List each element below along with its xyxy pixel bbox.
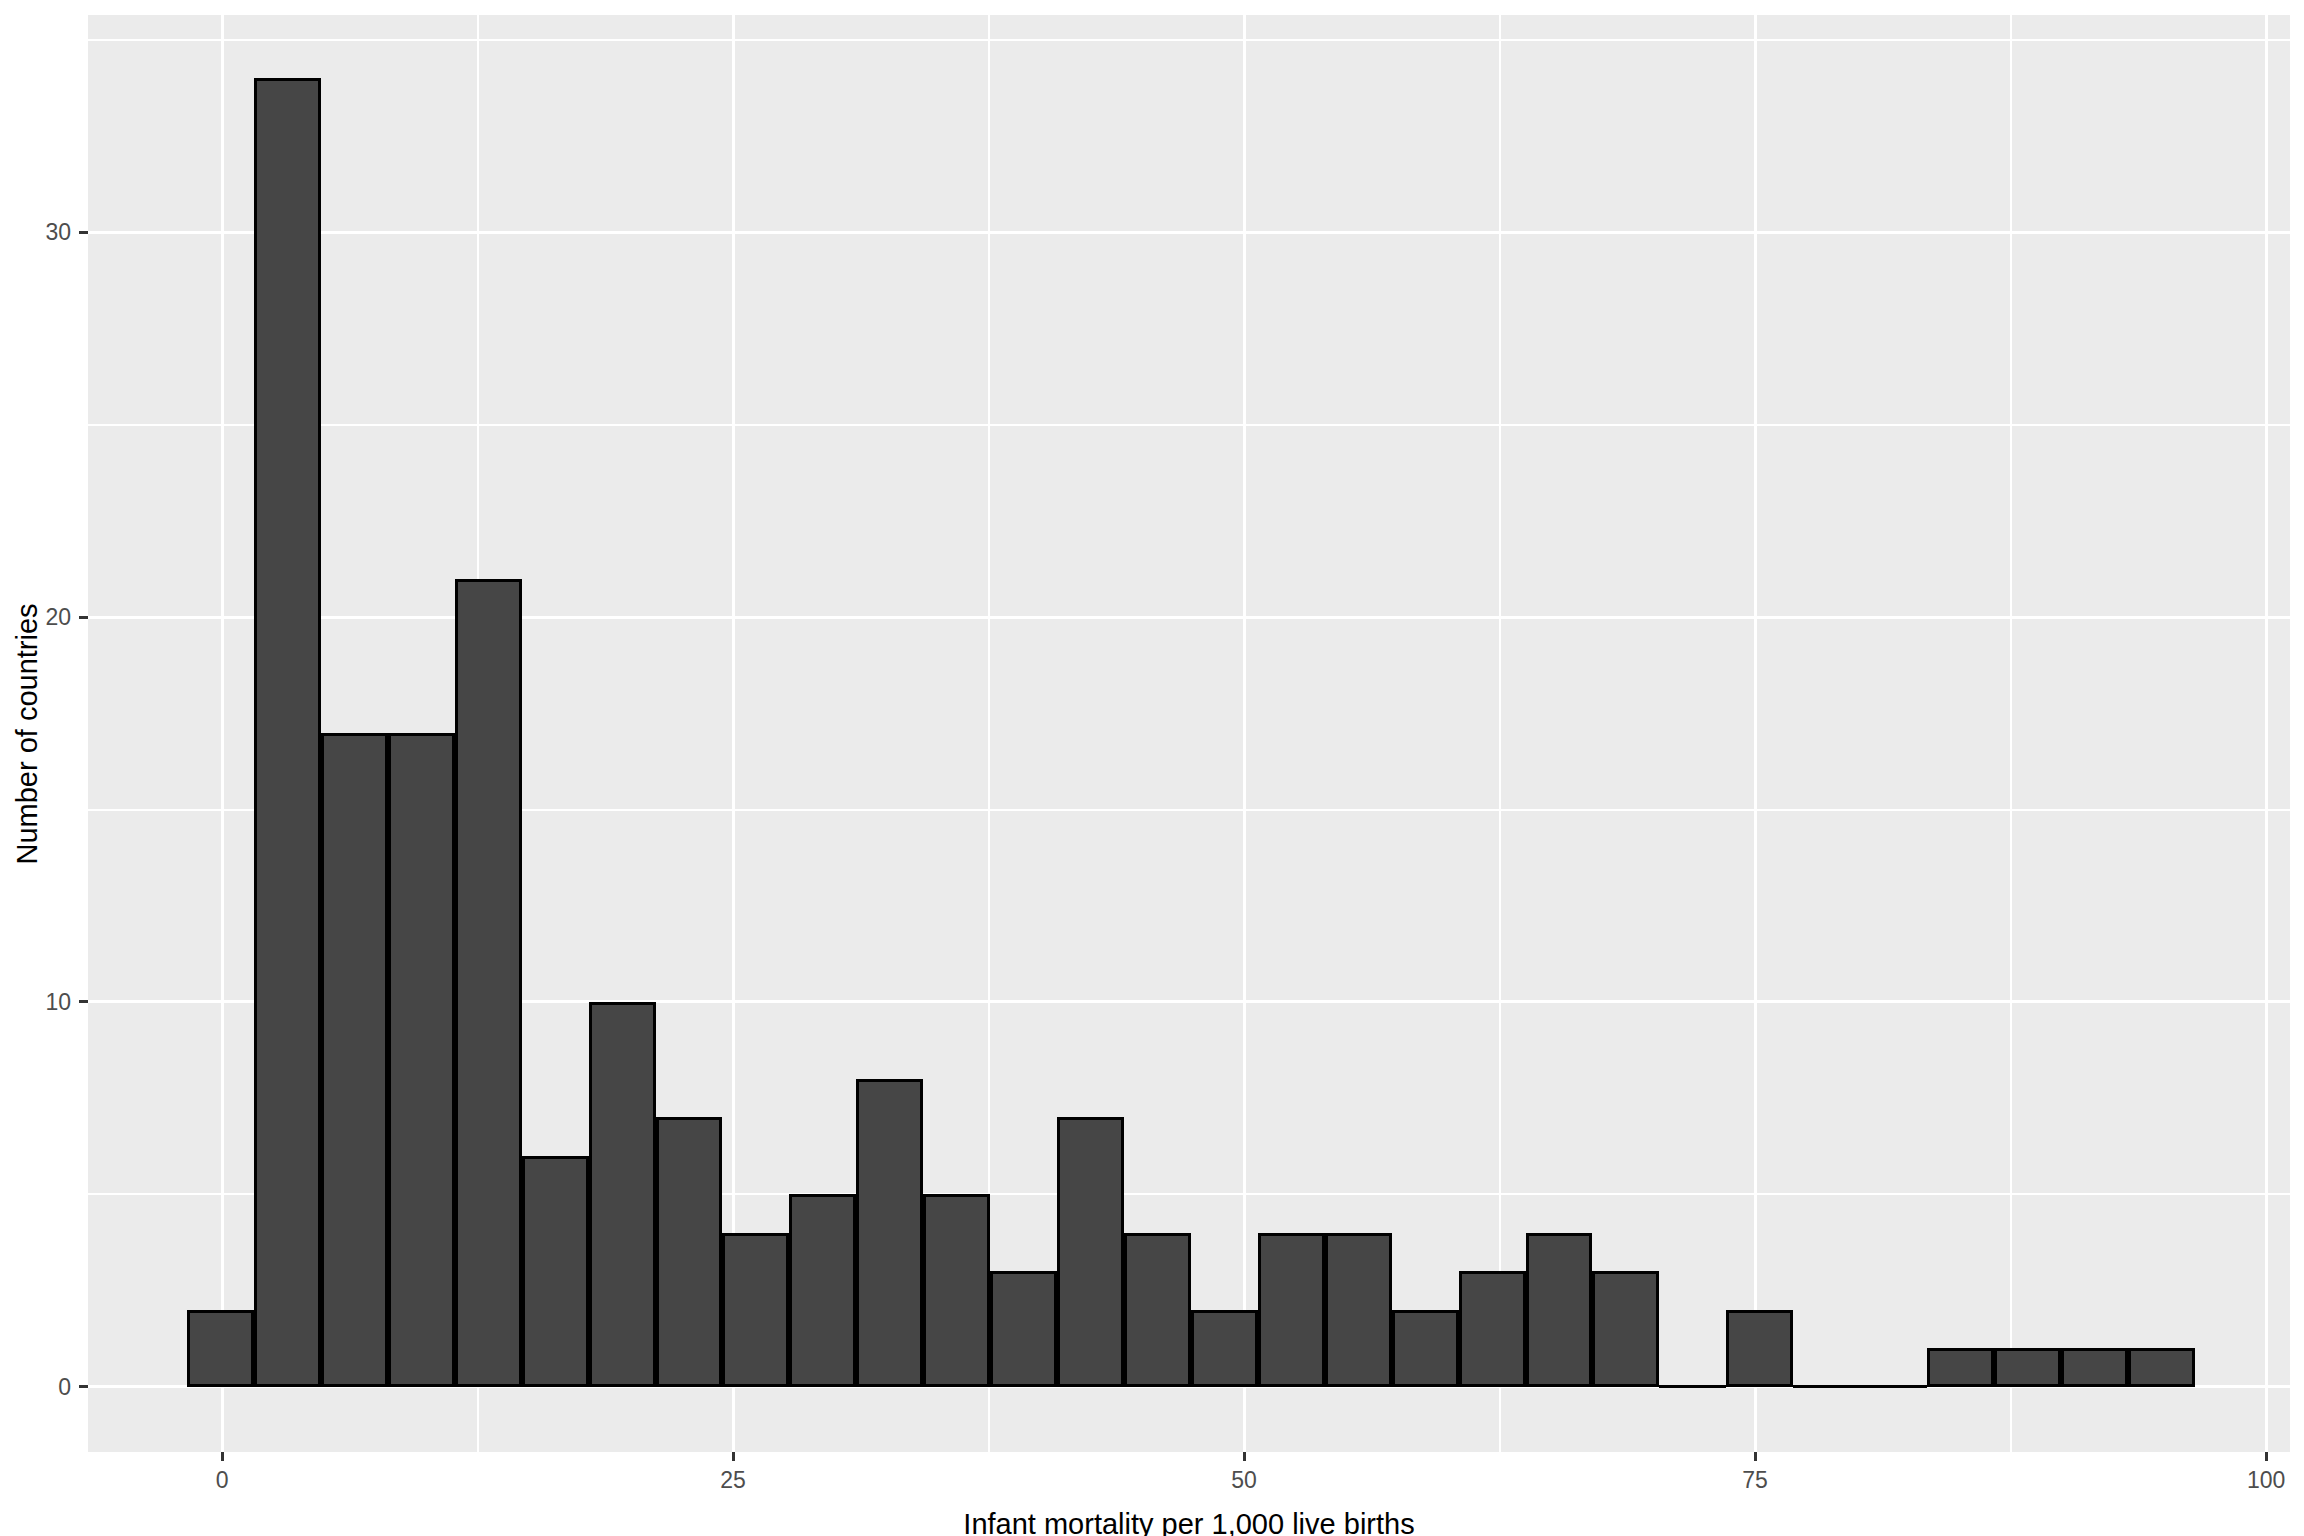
histogram-bar [856,1079,923,1387]
histogram-bar [455,579,522,1387]
histogram-bar [990,1271,1057,1386]
histogram-bar [1325,1233,1392,1387]
histogram-bar [1592,1271,1659,1386]
y-tick-label: 10 [0,990,71,1013]
y-tick-mark [79,1000,88,1003]
histogram-bar [2061,1348,2128,1386]
y-tick-label: 30 [0,221,71,244]
histogram-bar [187,1310,254,1387]
histogram-bar [1526,1233,1593,1387]
x-tick-mark [732,1452,735,1461]
histogram-bar [1124,1233,1191,1387]
y-tick-label: 0 [0,1375,71,1398]
x-axis-title: Infant mortality per 1,000 live births [963,1510,1414,1536]
y-tick-mark [79,231,88,234]
y-minor-gridline [88,424,2290,426]
histogram-bar [321,733,388,1387]
histogram-figure: 02550751000102030 Infant mortality per 1… [0,0,2304,1536]
histogram-bar [1258,1233,1325,1387]
x-tick-mark [221,1452,224,1461]
y-major-gridline [88,616,2290,619]
x-tick-label: 25 [720,1469,746,1492]
x-tick-label: 50 [1231,1469,1257,1492]
histogram-bar [923,1194,990,1386]
histogram-bar [722,1233,789,1387]
x-tick-label: 75 [1742,1469,1768,1492]
histogram-bar [522,1156,589,1387]
histogram-bar [789,1194,856,1386]
x-tick-label: 100 [2247,1469,2285,1492]
y-major-gridline [88,231,2290,234]
histogram-bar [1459,1271,1526,1386]
histogram-bar [254,78,321,1387]
histogram-zero-bin [1793,1385,1860,1388]
x-tick-mark [2265,1452,2268,1461]
plot-panel [88,15,2290,1452]
y-tick-mark [79,1385,88,1388]
histogram-bar [1191,1310,1258,1387]
histogram-bar [1927,1348,1994,1386]
histogram-zero-bin [1860,1385,1927,1388]
histogram-zero-bin [1659,1385,1726,1388]
histogram-bar [1994,1348,2061,1386]
histogram-bar [589,1002,656,1387]
x-tick-label: 0 [216,1469,229,1492]
y-tick-mark [79,616,88,619]
y-minor-gridline [88,39,2290,41]
histogram-bar [656,1117,723,1386]
x-tick-mark [1754,1452,1757,1461]
histogram-bar [1726,1310,1793,1387]
histogram-bar [1392,1310,1459,1387]
histogram-bar [388,733,455,1387]
histogram-bar [2128,1348,2195,1386]
x-tick-mark [1243,1452,1246,1461]
y-axis-title: Number of countries [13,603,42,864]
histogram-bar [1057,1117,1124,1386]
